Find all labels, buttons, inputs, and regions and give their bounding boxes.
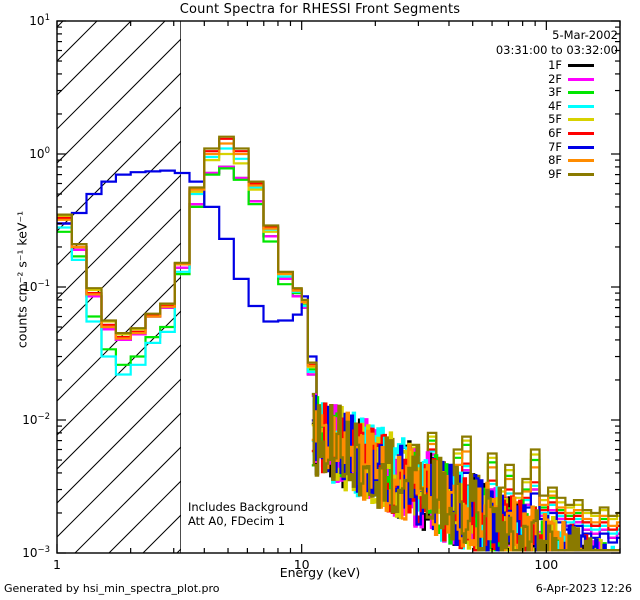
observation-date: 5-Mar-2002 <box>552 28 618 42</box>
legend-label-4F: 4F <box>548 98 562 113</box>
x-tick-label-1: 1 <box>53 557 61 572</box>
axis-frame <box>56 20 621 554</box>
footer-timestamp: 6-Apr-2023 12:26 <box>535 582 632 595</box>
legend-label-8F: 8F <box>548 153 562 168</box>
legend-swatch-2F <box>568 77 594 81</box>
x-axis-label: Energy (keV) <box>279 565 361 580</box>
legend-swatch-8F <box>568 159 594 163</box>
legend-label-5F: 5F <box>548 112 562 127</box>
y-tick-label--2: 10−2 <box>22 412 50 427</box>
y-tick-label-0: 100 <box>29 146 50 161</box>
legend-label-2F: 2F <box>548 71 562 86</box>
legend-label-3F: 3F <box>548 85 562 100</box>
note-attenuator-state: Att A0, FDecim 1 <box>188 514 286 528</box>
legend-swatch-5F <box>568 118 594 122</box>
y-tick-label--1: 10−1 <box>22 279 50 294</box>
observation-time-range: 03:31:00 to 03:32:00 <box>495 43 618 57</box>
legend-swatch-4F <box>568 104 594 108</box>
spectra-curves <box>57 135 620 552</box>
y-tick-label-1: 101 <box>29 13 50 28</box>
x-tick-label-10: 10 <box>293 557 310 572</box>
footer-generator: Generated by hsi_min_spectra_plot.pro <box>4 582 220 595</box>
legend-swatch-9F <box>568 172 594 176</box>
legend-label-9F: 9F <box>548 166 562 181</box>
legend-label-6F: 6F <box>548 126 562 140</box>
legend-label-7F: 7F <box>548 139 562 154</box>
x-tick-label-100: 100 <box>534 557 559 572</box>
legend-swatch-7F <box>568 145 594 149</box>
page-title: Count Spectra for RHESSI Front Segments <box>179 2 461 17</box>
legend-swatch-6F <box>568 132 594 135</box>
legend-swatch-3F <box>568 91 594 95</box>
excluded-band-hatching <box>57 21 181 553</box>
note-includes-background: Includes Background <box>188 500 309 514</box>
legend-swatch-1F <box>568 64 594 67</box>
series-noise-9F <box>311 392 620 552</box>
y-tick-label--3: 10−3 <box>22 545 50 560</box>
legend-label-1F: 1F <box>548 58 562 72</box>
